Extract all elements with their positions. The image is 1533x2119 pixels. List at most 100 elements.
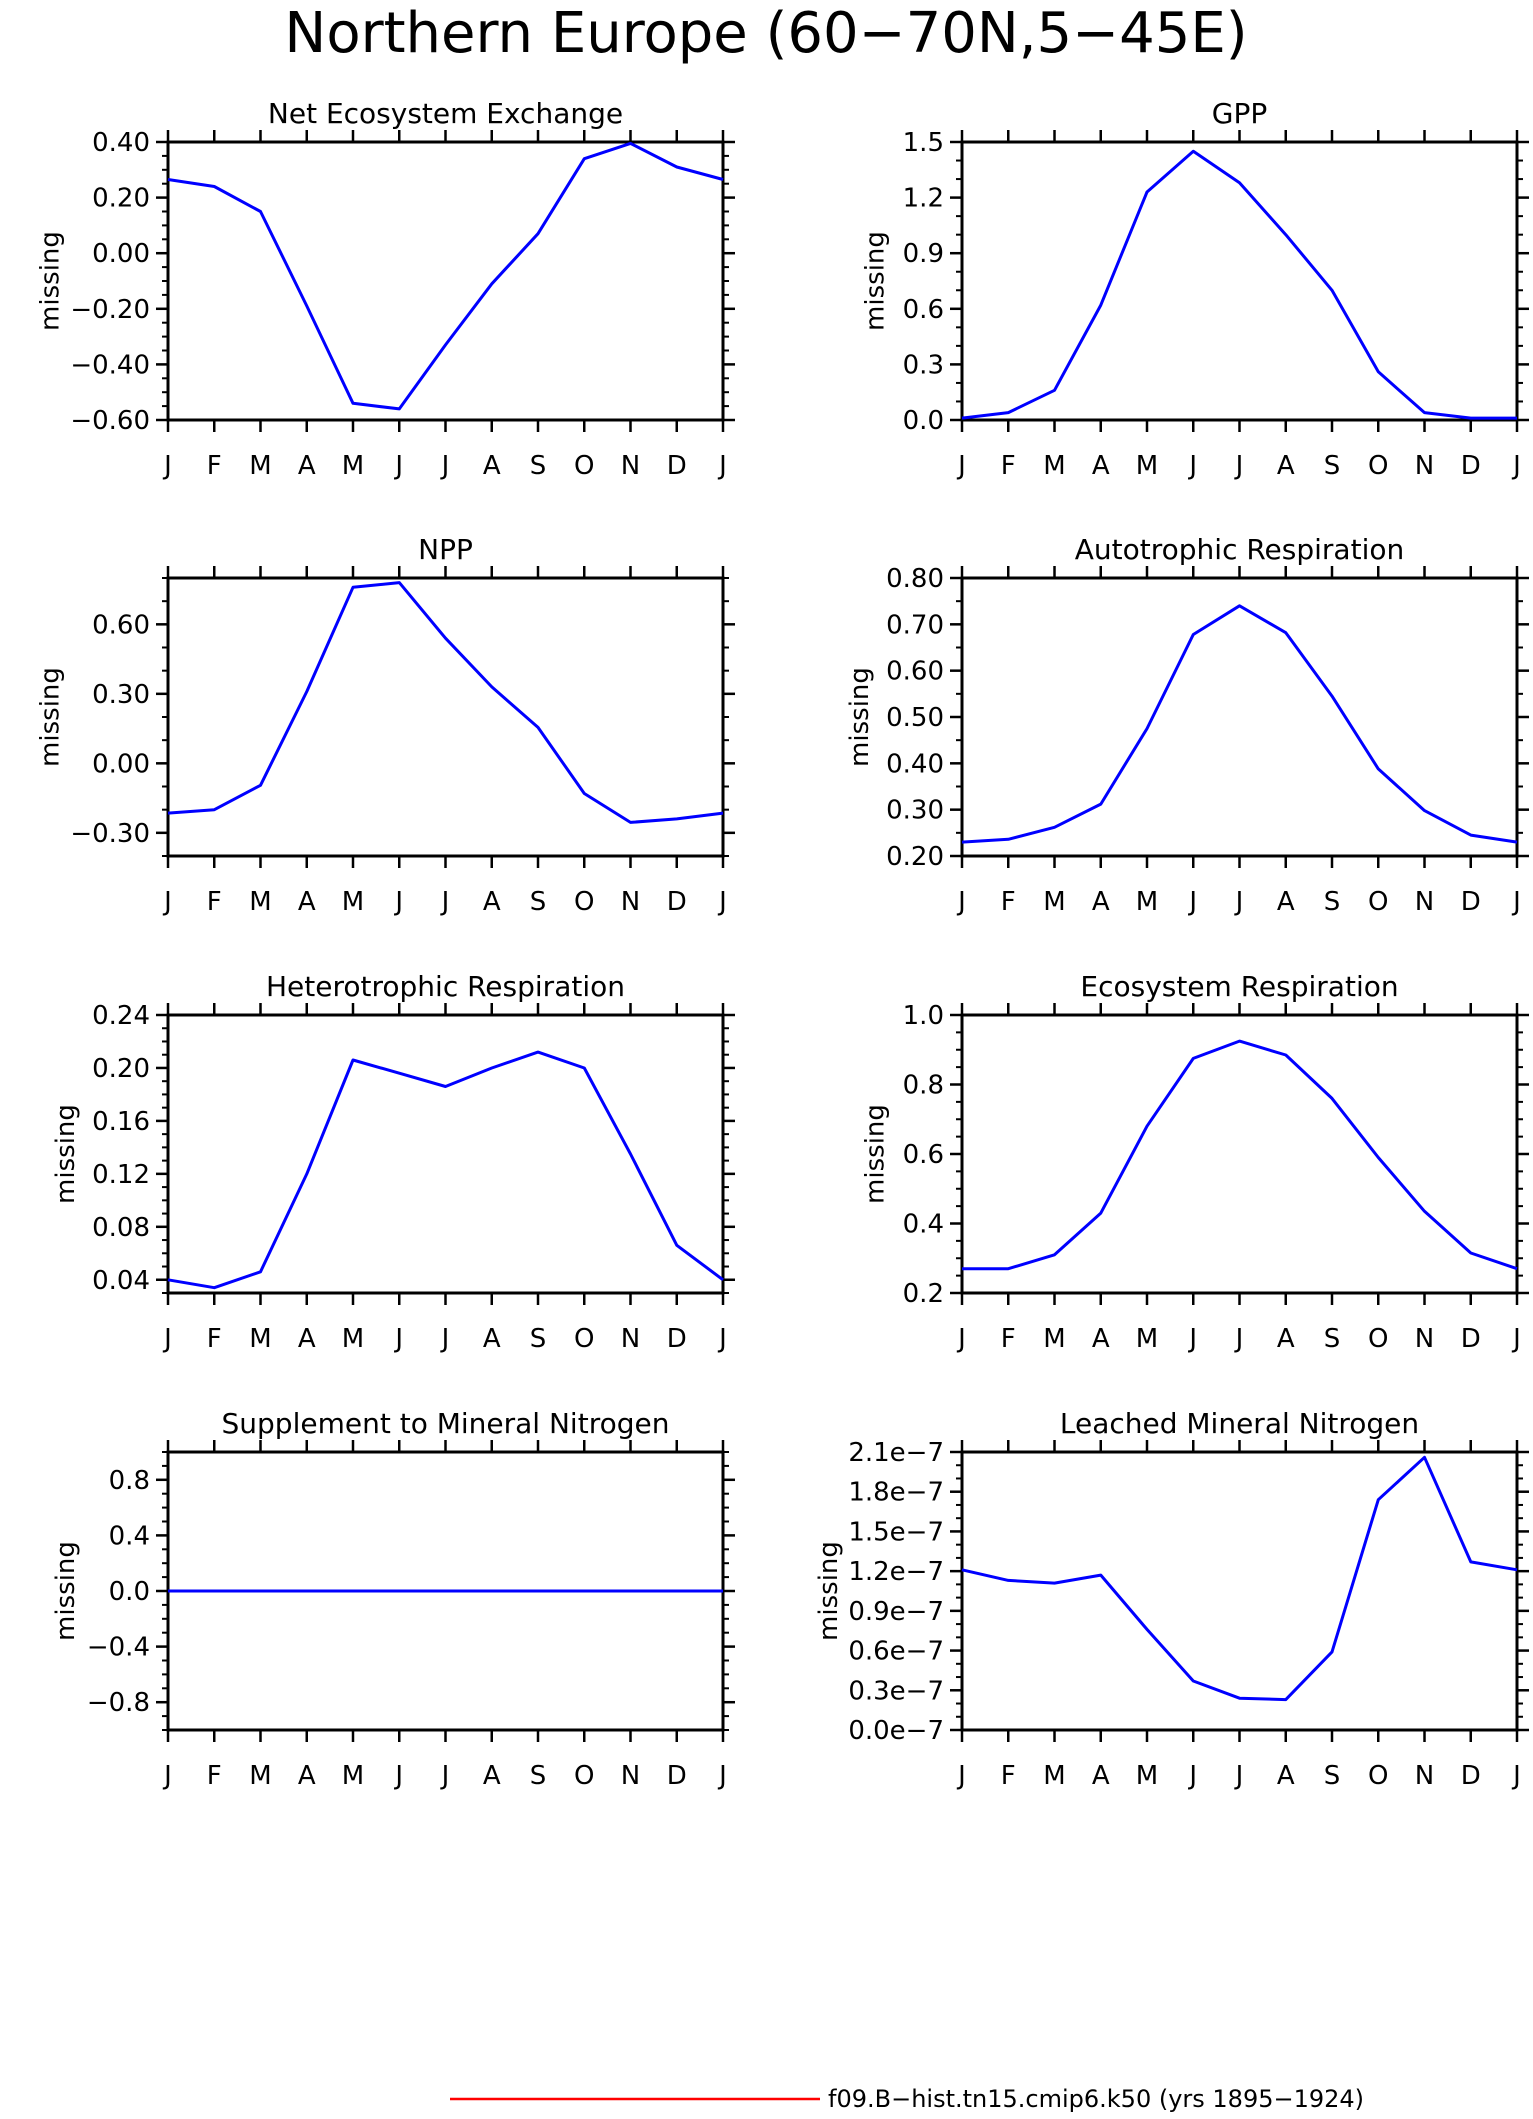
y-axis-label: missing [51, 1104, 81, 1204]
x-tick-label: S [1324, 1324, 1341, 1354]
x-tick-label: J [162, 451, 172, 481]
x-tick-label: J [717, 451, 727, 481]
x-tick-label: O [1368, 1761, 1388, 1791]
x-tick-label: J [1187, 1324, 1197, 1354]
panel-1: Net Ecosystem Exchange −0.60 −0.40 −0.20 0.0… [36, 97, 735, 481]
x-tick-label: A [298, 887, 316, 917]
x-tick-label: J [162, 1761, 172, 1791]
x-tick-label: A [483, 451, 501, 481]
x-tick-label: O [574, 1324, 594, 1354]
x-tick-label: F [207, 451, 222, 481]
legend: f09.B−hist.tn15.cmip6.k50 (yrs 1895−1924… [450, 2085, 1364, 2113]
y-tick-label: 0.3 [903, 350, 944, 380]
x-tick-label: A [1092, 887, 1110, 917]
y-tick-label: 0.16 [92, 1107, 150, 1137]
x-tick-label: J [393, 1761, 403, 1791]
x-tick-label: A [1092, 1761, 1110, 1791]
x-tick-label: N [1415, 1324, 1434, 1354]
panel-4: Autotrophic Respiration 0.20 0.30 0.40 0.50 0… [845, 533, 1529, 917]
y-axis-label: missing [814, 1541, 844, 1641]
y-tick-label: 0.00 [92, 239, 150, 269]
figure-title: Northern Europe (60−70N,5−45E) [284, 1, 1247, 66]
x-tick-label: O [1368, 1324, 1388, 1354]
x-tick-label: J [162, 887, 172, 917]
y-tick-label: 1.8e−7 [848, 1478, 944, 1508]
y-axis-label: missing [36, 667, 66, 767]
y-tick-label: 0.3e−7 [848, 1676, 944, 1706]
y-axis-label: missing [51, 1541, 81, 1641]
y-tick-label: 0.30 [92, 680, 150, 710]
y-tick-label: 2.1e−7 [848, 1438, 944, 1468]
plot-frame [960, 1013, 1519, 1295]
y-tick-label: 0.12 [92, 1160, 150, 1190]
x-tick-label: A [1092, 1324, 1110, 1354]
y-tick-label: 0.60 [92, 610, 150, 640]
x-tick-label: A [1277, 451, 1295, 481]
x-tick-label: A [483, 1324, 501, 1354]
x-tick-label: S [530, 887, 547, 917]
x-tick-label: S [1324, 451, 1341, 481]
panel-title: Net Ecosystem Exchange [268, 97, 623, 130]
y-axis-label: missing [861, 231, 891, 331]
y-tick-label: 0.9 [903, 239, 944, 269]
y-tick-label: 0.2 [903, 1279, 944, 1309]
x-tick-label: F [1001, 1761, 1016, 1791]
x-tick-label: N [621, 887, 640, 917]
y-tick-label: 1.2 [903, 184, 944, 214]
x-tick-label: A [298, 1324, 316, 1354]
x-tick-label: D [667, 1761, 687, 1791]
x-tick-label: F [1001, 1324, 1016, 1354]
series-line [167, 581, 724, 824]
x-tick-label: O [574, 451, 594, 481]
x-tick-label: S [530, 1761, 547, 1791]
x-tick-label: J [1511, 887, 1521, 917]
y-tick-label: 0.4 [903, 1210, 944, 1240]
x-tick-label: M [249, 887, 271, 917]
plot-frame [166, 576, 725, 858]
x-tick-label: J [717, 887, 727, 917]
panel-7: Supplement to Mineral Nitrogen −0.8 −0.4 0.… [51, 1407, 735, 1791]
y-tick-label: 0.8 [109, 1466, 150, 1496]
plot-frame [960, 576, 1519, 858]
series-line [961, 604, 1518, 844]
y-tick-label: 0.30 [886, 796, 944, 826]
panel-5: Heterotrophic Respiration 0.04 0.08 0.12 0.1… [51, 970, 735, 1354]
x-tick-label: N [621, 1324, 640, 1354]
y-axis-label: missing [36, 231, 66, 331]
x-tick-label: M [342, 887, 364, 917]
x-tick-label: S [1324, 887, 1341, 917]
series-line [167, 141, 724, 411]
y-tick-label: −0.60 [70, 406, 150, 436]
x-tick-label: J [956, 887, 966, 917]
panel-title: Autotrophic Respiration [1075, 533, 1404, 566]
y-tick-label: 0.0 [109, 1577, 150, 1607]
x-tick-label: A [1277, 887, 1295, 917]
x-tick-label: A [483, 887, 501, 917]
x-tick-label: O [574, 1761, 594, 1791]
x-tick-label: J [717, 1761, 727, 1791]
x-tick-label: J [162, 1324, 172, 1354]
y-tick-label: 0.60 [886, 657, 944, 687]
x-tick-label: S [1324, 1761, 1341, 1791]
panel-8: Leached Mineral Nitrogen 0.0e−7 0.3e−7 0.6e… [814, 1407, 1529, 1791]
plot-frame [960, 140, 1519, 422]
x-tick-label: J [956, 451, 966, 481]
x-tick-label: J [440, 451, 450, 481]
x-tick-label: J [1187, 1761, 1197, 1791]
x-tick-label: M [1136, 451, 1158, 481]
y-tick-label: 1.0 [903, 1001, 944, 1031]
y-tick-label: 1.2e−7 [848, 1557, 944, 1587]
x-tick-label: F [207, 1761, 222, 1791]
x-tick-label: F [207, 1324, 222, 1354]
x-tick-label: J [1187, 887, 1197, 917]
x-tick-label: J [717, 1324, 727, 1354]
y-tick-label: 0.40 [886, 749, 944, 779]
plot-frame [166, 140, 725, 422]
x-tick-label: S [530, 451, 547, 481]
x-tick-label: J [956, 1324, 966, 1354]
x-tick-label: N [1415, 887, 1434, 917]
y-tick-label: −0.20 [70, 295, 150, 325]
x-tick-label: M [342, 1761, 364, 1791]
